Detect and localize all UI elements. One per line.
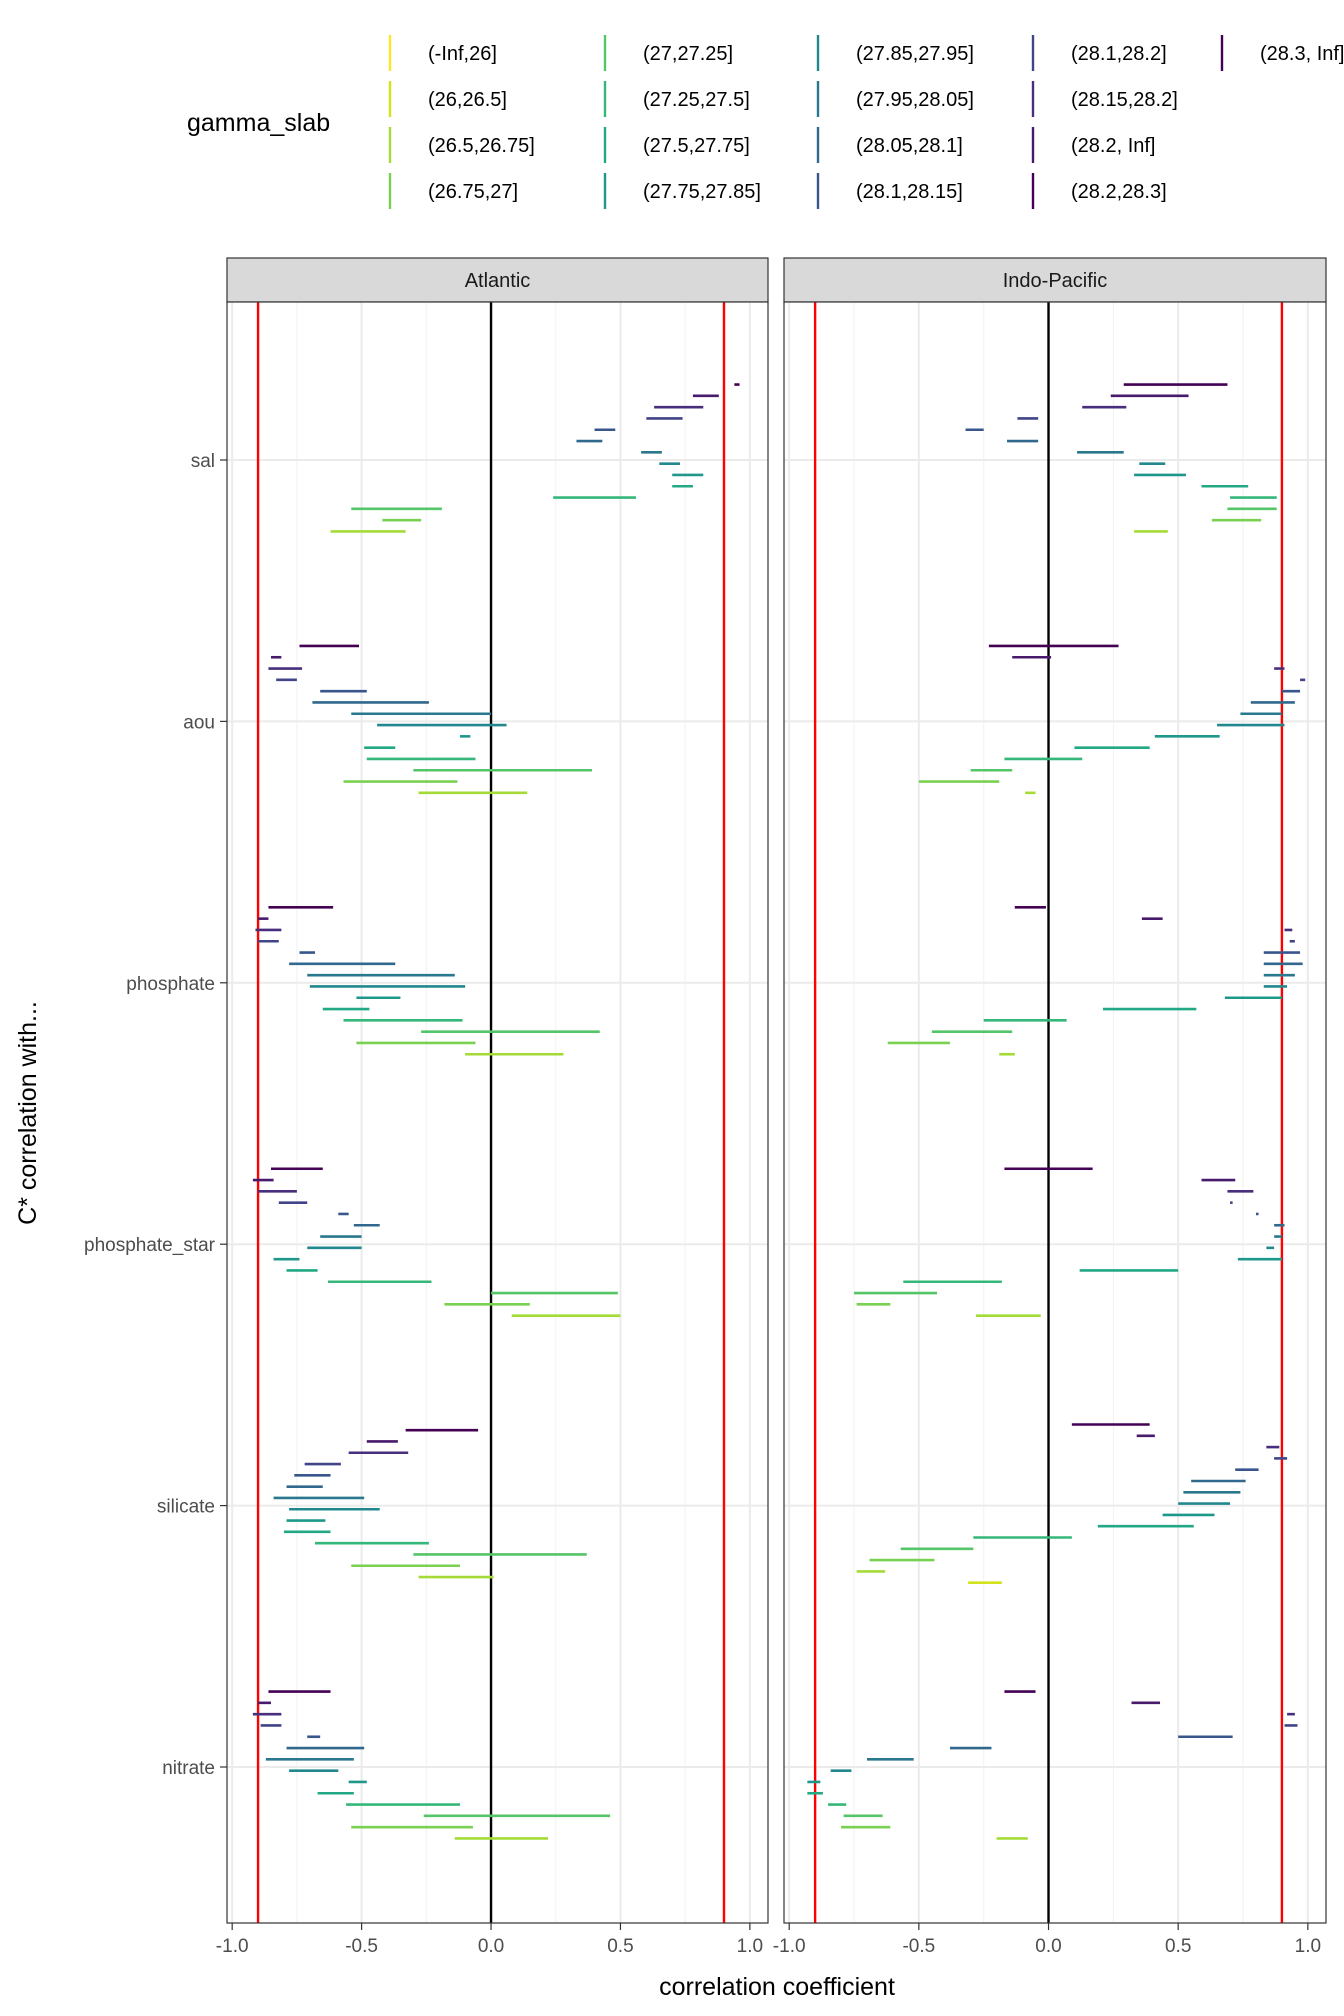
x-tick-label: 0.0 — [1035, 1936, 1061, 1957]
x-tick-label: -1.0 — [773, 1936, 806, 1957]
y-axis-title: C* correlation with... — [14, 1001, 42, 1225]
legend-entry: (28.15,28.2] — [1031, 81, 1178, 117]
panel-background — [784, 302, 1326, 1923]
legend-entry: (28.3, Inf] — [1220, 35, 1344, 71]
legend-label: (28.3, Inf] — [1260, 43, 1344, 65]
legend-entry: (28.1,28.2] — [1031, 35, 1167, 71]
axes: correlation coefficient C* correlation w… — [14, 451, 895, 2001]
legend-label: (27.75,27.85] — [643, 181, 761, 203]
legend-label: (26.75,27] — [428, 181, 518, 203]
legend-entry: (27.75,27.85] — [603, 173, 761, 209]
legend-label: (26.5,26.75] — [428, 135, 535, 157]
legend-label: (28.05,28.1] — [856, 135, 963, 157]
x-tick-label: -0.5 — [345, 1936, 378, 1957]
legend-label: (28.15,28.2] — [1071, 89, 1178, 111]
legend-entry: (28.1,28.15] — [816, 173, 963, 209]
facet-strip — [783, 257, 1327, 303]
panel-border — [226, 301, 769, 1924]
legend: gamma_slab (-Inf,26] (26,26.5] (26.5,26.75… — [187, 35, 1344, 209]
legend-entry: (26,26.5] — [388, 81, 507, 117]
legend-entry: (27.95,28.05] — [816, 81, 974, 117]
y-tick-label: sal — [191, 451, 215, 472]
y-tick-label: phosphate — [126, 974, 215, 995]
legend-label: (26,26.5] — [428, 89, 507, 111]
legend-entry: (-Inf,26] — [388, 35, 497, 71]
legend-label: (28.1,28.15] — [856, 181, 963, 203]
facet-indo-pacific: Indo-Pacific -1.0 -0.5 0.0 0.5 1.0 — [773, 257, 1327, 1957]
legend-label: (27.25,27.5] — [643, 89, 750, 111]
panel-background — [227, 302, 768, 1923]
facet-strip — [226, 257, 769, 303]
legend-label: (-Inf,26] — [428, 43, 497, 65]
y-tick-label: aou — [183, 712, 215, 733]
x-tick-label: 1.0 — [737, 1936, 763, 1957]
x-tick-label: -0.5 — [902, 1936, 935, 1957]
panel-border — [783, 301, 1327, 1924]
legend-entry: (26.75,27] — [388, 173, 518, 209]
y-tick-label: nitrate — [162, 1758, 215, 1779]
facet-strip-label: Indo-Pacific — [1003, 270, 1108, 292]
x-tick-label: 0.0 — [478, 1936, 504, 1957]
y-tick-label: silicate — [157, 1497, 215, 1518]
legend-entry: (27.25,27.5] — [603, 81, 750, 117]
facet-strip-label: Atlantic — [465, 270, 531, 292]
facet-panels: Atlantic -1.0 -0.5 0.0 0.5 1.0 Indo-Pacific -1.… — [216, 257, 1327, 1957]
x-tick-label: -1.0 — [216, 1936, 249, 1957]
legend-entry: (27.5,27.75] — [603, 127, 750, 163]
facet-atlantic: Atlantic -1.0 -0.5 0.0 0.5 1.0 — [216, 257, 769, 1957]
legend-entry: (27.85,27.95] — [816, 35, 974, 71]
y-tick-label: phosphate_star — [84, 1235, 216, 1256]
legend-label: (27.5,27.75] — [643, 135, 750, 157]
legend-entry: (26.5,26.75] — [388, 127, 535, 163]
legend-label: (27,27.25] — [643, 43, 733, 65]
legend-label: (27.95,28.05] — [856, 89, 974, 111]
legend-label: (27.85,27.95] — [856, 43, 974, 65]
legend-entry: (27,27.25] — [603, 35, 733, 71]
x-axis-title: correlation coefficient — [659, 1973, 895, 2001]
legend-title: gamma_slab — [187, 109, 330, 137]
legend-entry: (28.2, Inf] — [1031, 127, 1156, 163]
legend-entry: (28.2,28.3] — [1031, 173, 1167, 209]
legend-label: (28.1,28.2] — [1071, 43, 1167, 65]
x-tick-label: 0.5 — [1165, 1936, 1191, 1957]
x-tick-label: 0.5 — [607, 1936, 633, 1957]
legend-entry: (28.05,28.1] — [816, 127, 963, 163]
legend-label: (28.2, Inf] — [1071, 135, 1156, 157]
legend-label: (28.2,28.3] — [1071, 181, 1167, 203]
x-tick-label: 1.0 — [1295, 1936, 1321, 1957]
